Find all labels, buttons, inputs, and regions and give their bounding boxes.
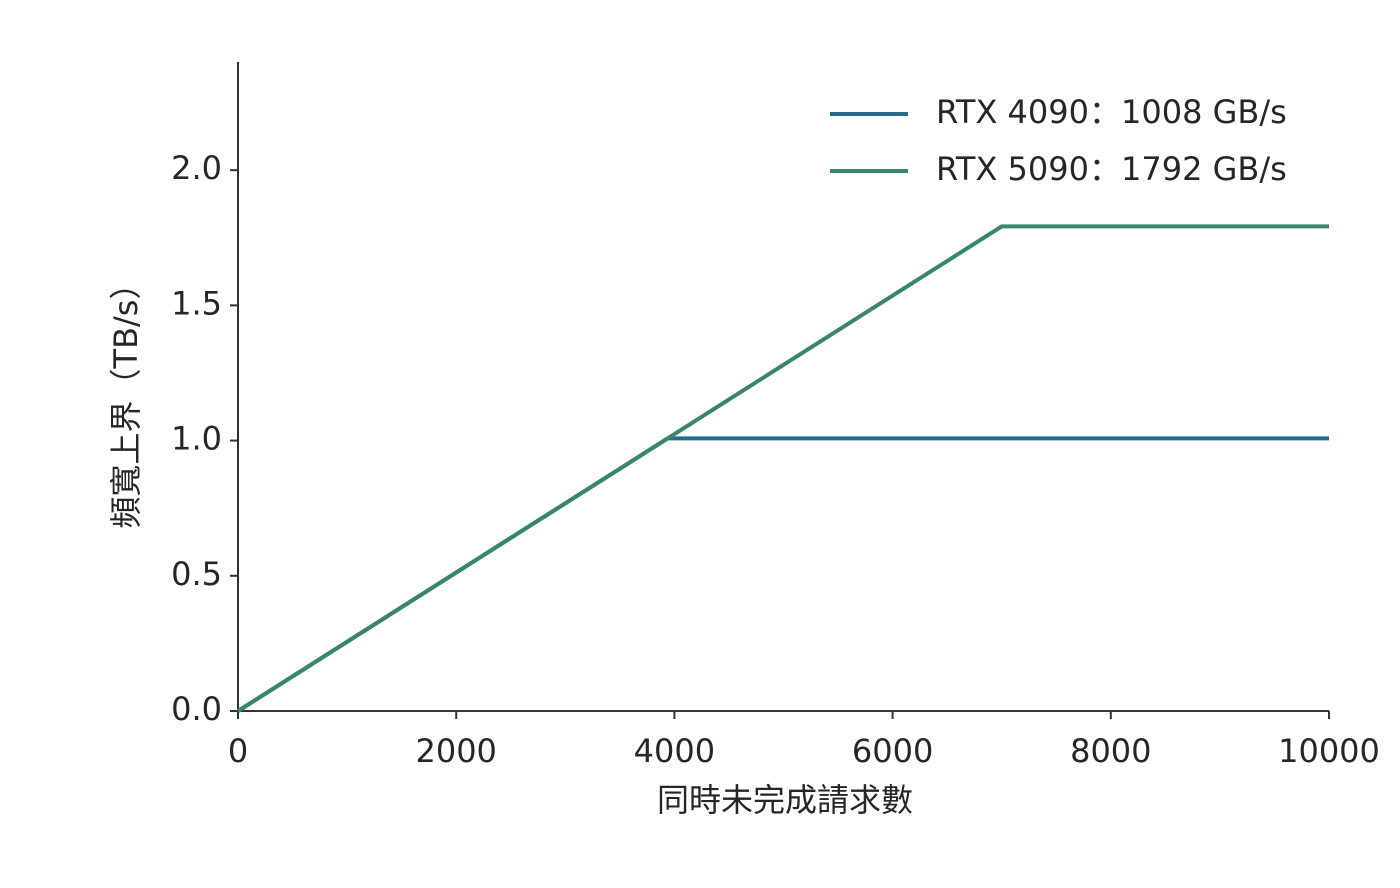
line: [236, 436, 1329, 713]
line: [236, 224, 1329, 713]
x-axis-label: 同時未完成請求數: [657, 781, 913, 819]
x-tick-label: 6000: [852, 732, 933, 770]
x-tick-label: 2000: [415, 732, 496, 770]
x-tick-label: 4000: [634, 732, 715, 770]
legend-label: RTX 4090：1008 GB/s: [936, 93, 1287, 131]
x-tick-label: 8000: [1070, 732, 1151, 770]
x-tick-label: 10000: [1278, 732, 1380, 770]
y-tick-label: 1.5: [171, 284, 222, 322]
y-tick-label: 0.5: [171, 555, 222, 593]
y-tick-label: 1.0: [171, 420, 222, 458]
y-axis-label: 頻寬上界（TB/s）: [107, 268, 145, 529]
legend-label: RTX 5090：1792 GB/s: [936, 150, 1287, 188]
y-tick-label: 2.0: [171, 149, 222, 187]
x-tick-label: 0: [228, 732, 248, 770]
y-tick-label: 0.0: [171, 690, 222, 728]
